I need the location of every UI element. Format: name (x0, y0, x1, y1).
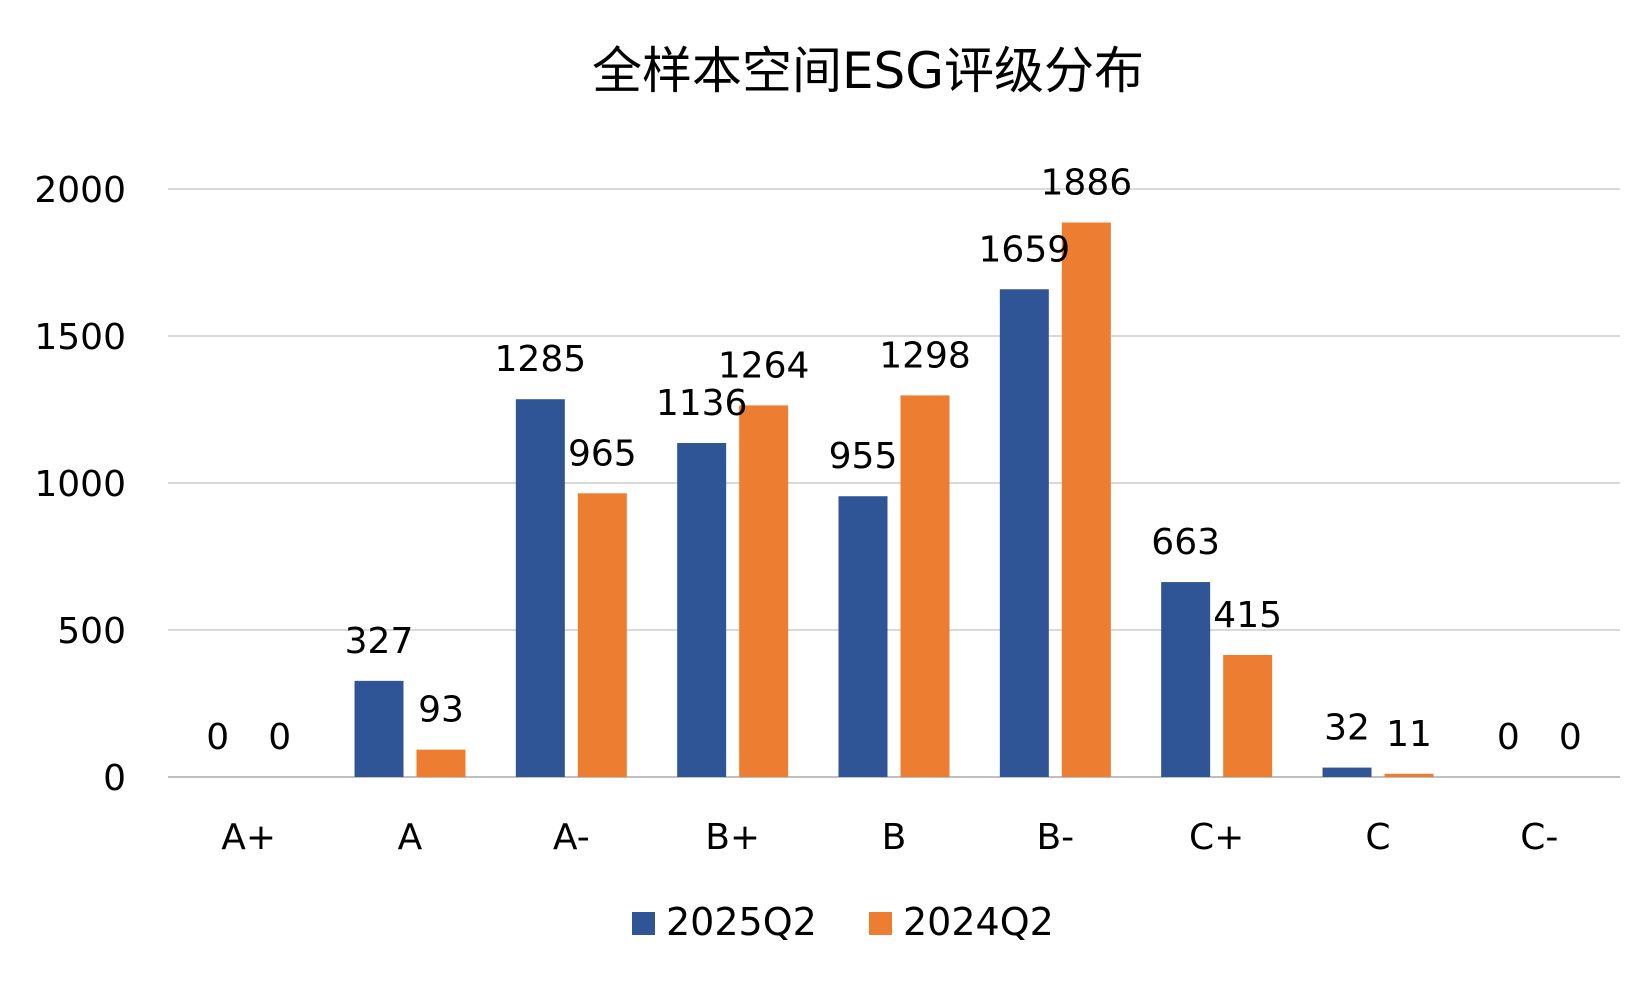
data-labels: 0 032793128596511361264955129816591886663… (206, 163, 1582, 758)
legend: 2025Q2 2024Q2 (632, 900, 1054, 944)
bar (677, 443, 727, 777)
y-tick-label: 1500 (34, 317, 126, 358)
data-label: 415 (1213, 595, 1282, 636)
x-tick-label: C+ (1189, 817, 1244, 858)
bar (900, 395, 950, 777)
bar (416, 749, 466, 777)
data-label: 93 (418, 690, 464, 731)
x-tick-label: A+ (221, 817, 276, 858)
data-label: 1298 (879, 335, 971, 376)
bar (1384, 773, 1434, 777)
legend-swatch (869, 912, 892, 935)
x-tick-label: A- (553, 817, 590, 858)
bar (577, 493, 627, 777)
legend-label: 2024Q2 (903, 900, 1054, 944)
data-label: 32 (1324, 708, 1370, 749)
y-tick-label: 500 (57, 611, 126, 652)
bar (1322, 767, 1372, 777)
bars (354, 222, 1434, 778)
bar (354, 680, 404, 777)
data-label: 663 (1151, 522, 1220, 563)
x-tick-label: B- (1036, 817, 1074, 858)
data-label: 0 (206, 717, 229, 758)
bar (515, 399, 565, 777)
data-label: 1264 (718, 345, 810, 386)
data-label: 965 (568, 433, 637, 474)
bar (838, 496, 888, 777)
legend-swatch (632, 912, 655, 935)
chart-title: 全样本空间ESG评级分布 (592, 42, 1144, 100)
data-label: 327 (345, 621, 414, 662)
data-label: 1659 (979, 229, 1071, 270)
y-tick-label: 2000 (34, 170, 126, 211)
gridlines (168, 188, 1620, 778)
x-axis-ticks: A+ A A- B+ B B- C+ C C- (221, 817, 1558, 858)
data-label: 0 (268, 717, 291, 758)
x-tick-label: B+ (705, 817, 760, 858)
data-label: 0 (1559, 717, 1582, 758)
data-label: 955 (829, 436, 898, 477)
bar (1061, 222, 1111, 778)
y-tick-label: 0 (103, 758, 126, 799)
x-tick-label: B (882, 817, 907, 858)
x-tick-label: C- (1520, 817, 1558, 858)
legend-label: 2025Q2 (666, 900, 817, 944)
y-axis-ticks: 0 500 1000 1500 2000 (34, 170, 126, 799)
bar (1223, 654, 1273, 777)
data-label: 11 (1386, 714, 1432, 755)
x-tick-label: A (398, 817, 423, 858)
bar (999, 289, 1049, 777)
x-tick-label: C (1365, 817, 1390, 858)
bar (739, 405, 789, 777)
data-label: 0 (1497, 717, 1520, 758)
y-tick-label: 1000 (34, 464, 126, 505)
data-label: 1886 (1041, 163, 1133, 204)
data-label: 1285 (495, 339, 587, 380)
bar (1161, 582, 1211, 777)
data-label: 1136 (656, 383, 748, 424)
